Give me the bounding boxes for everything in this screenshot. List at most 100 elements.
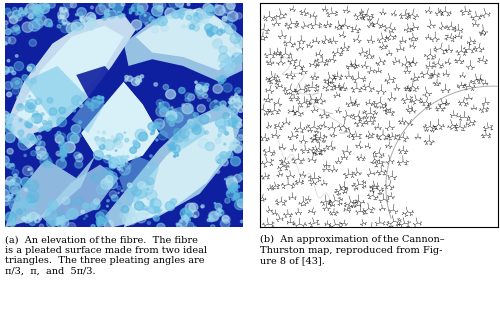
Circle shape	[207, 29, 210, 32]
Circle shape	[218, 214, 221, 216]
Circle shape	[234, 95, 240, 100]
Circle shape	[91, 100, 100, 108]
Circle shape	[222, 16, 227, 21]
Polygon shape	[24, 66, 88, 127]
Circle shape	[114, 156, 124, 164]
Circle shape	[208, 30, 211, 32]
Circle shape	[231, 116, 239, 123]
Circle shape	[157, 211, 160, 213]
Circle shape	[202, 17, 208, 24]
Circle shape	[100, 138, 105, 142]
Circle shape	[36, 5, 41, 9]
Circle shape	[4, 21, 8, 25]
Circle shape	[97, 131, 100, 133]
Circle shape	[98, 220, 102, 223]
Circle shape	[226, 68, 232, 73]
Circle shape	[42, 129, 44, 130]
Circle shape	[101, 218, 106, 223]
Circle shape	[208, 211, 219, 221]
Circle shape	[66, 215, 70, 220]
Circle shape	[24, 188, 28, 191]
Circle shape	[95, 137, 100, 141]
Circle shape	[72, 20, 84, 31]
Circle shape	[5, 133, 15, 142]
Circle shape	[228, 105, 236, 112]
Circle shape	[4, 124, 14, 133]
Circle shape	[80, 19, 82, 21]
Circle shape	[12, 88, 19, 94]
Circle shape	[138, 79, 141, 82]
Circle shape	[192, 123, 200, 131]
Circle shape	[210, 212, 218, 220]
Circle shape	[29, 219, 36, 225]
Circle shape	[231, 96, 234, 99]
Circle shape	[0, 190, 10, 198]
Circle shape	[29, 212, 38, 220]
Circle shape	[135, 129, 146, 140]
Circle shape	[124, 207, 135, 218]
Circle shape	[174, 149, 176, 150]
Circle shape	[104, 13, 107, 15]
Circle shape	[102, 101, 104, 103]
Circle shape	[65, 9, 68, 12]
Circle shape	[30, 219, 32, 222]
Circle shape	[56, 117, 66, 127]
Circle shape	[81, 17, 84, 20]
Circle shape	[154, 211, 156, 214]
Circle shape	[228, 57, 230, 59]
Circle shape	[6, 177, 15, 185]
Circle shape	[64, 142, 75, 153]
Circle shape	[197, 105, 205, 112]
Circle shape	[92, 22, 96, 26]
Circle shape	[146, 181, 150, 185]
Circle shape	[214, 39, 222, 47]
Circle shape	[10, 221, 16, 226]
Circle shape	[188, 119, 193, 125]
Circle shape	[48, 23, 52, 27]
Circle shape	[223, 83, 232, 92]
Circle shape	[106, 9, 110, 11]
Circle shape	[208, 31, 212, 34]
Circle shape	[155, 3, 157, 5]
Circle shape	[180, 221, 182, 222]
Circle shape	[4, 163, 6, 165]
Circle shape	[224, 132, 228, 135]
Circle shape	[44, 19, 52, 27]
Circle shape	[137, 2, 148, 12]
Circle shape	[210, 35, 212, 37]
Circle shape	[62, 216, 65, 218]
Circle shape	[74, 161, 82, 168]
Circle shape	[219, 46, 228, 54]
Circle shape	[230, 101, 232, 104]
Circle shape	[86, 102, 89, 105]
Circle shape	[28, 96, 30, 97]
Circle shape	[224, 59, 227, 62]
Circle shape	[82, 21, 85, 24]
Circle shape	[10, 118, 13, 121]
Circle shape	[64, 152, 66, 154]
Circle shape	[58, 217, 63, 222]
Circle shape	[101, 179, 112, 190]
Circle shape	[98, 3, 101, 6]
Circle shape	[52, 211, 54, 214]
Circle shape	[201, 205, 204, 208]
Circle shape	[214, 203, 216, 204]
Circle shape	[23, 136, 24, 138]
Circle shape	[80, 18, 82, 20]
Circle shape	[57, 131, 61, 135]
Circle shape	[46, 219, 56, 228]
Circle shape	[221, 159, 228, 166]
Circle shape	[13, 25, 20, 31]
Circle shape	[18, 139, 30, 150]
Circle shape	[3, 37, 10, 44]
Circle shape	[168, 145, 169, 146]
Circle shape	[90, 18, 96, 24]
Circle shape	[61, 8, 66, 12]
Circle shape	[36, 15, 47, 25]
Circle shape	[0, 66, 10, 74]
Circle shape	[160, 102, 170, 111]
Circle shape	[189, 203, 198, 211]
Circle shape	[234, 100, 242, 108]
Circle shape	[230, 142, 235, 146]
Circle shape	[32, 111, 33, 112]
